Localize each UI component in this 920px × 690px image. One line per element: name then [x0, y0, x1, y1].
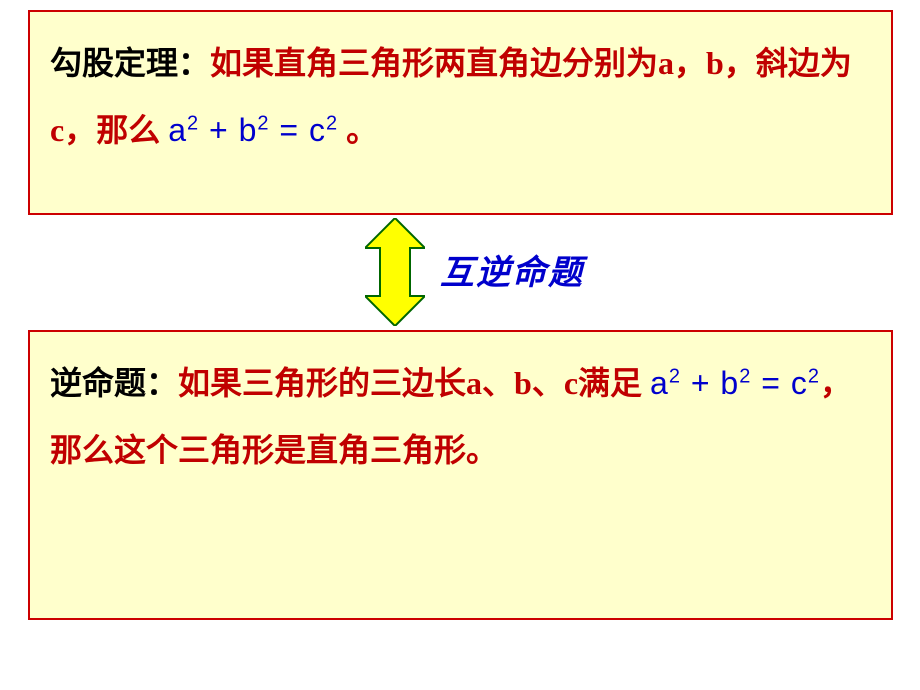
converse-label: 逆命题：	[50, 365, 178, 401]
arrow-shape	[365, 218, 425, 326]
var-b: b	[239, 112, 258, 148]
theorem-label: 勾股定理：	[50, 45, 210, 81]
op-plus: +	[681, 365, 720, 401]
var-a: a	[650, 365, 669, 401]
theorem-box-pythagoras: 勾股定理：如果直角三角形两直角边分别为a，b，斜边为c，那么 a2 + b2 =…	[28, 10, 893, 215]
period: 。	[338, 112, 378, 148]
formula-a2b2c2-top: a2 + b2 = c2	[168, 112, 338, 148]
op-eq: =	[751, 365, 790, 401]
theorem-box-converse: 逆命题：如果三角形的三边长a、b、c满足 a2 + b2 = c2，那么这个三角…	[28, 330, 893, 620]
op-plus: +	[199, 112, 238, 148]
formula-a2b2c2-bottom: a2 + b2 = c2	[650, 365, 820, 401]
var-c: c	[791, 365, 808, 401]
var-b: b	[720, 365, 739, 401]
var-c: c	[309, 112, 326, 148]
var-a: a	[168, 112, 187, 148]
converse-text-part1: 如果三角形的三边长a、b、c满足	[178, 365, 642, 401]
arrow-label-text: 互逆命题	[440, 245, 584, 294]
double-arrow-icon	[365, 218, 425, 326]
op-eq: =	[270, 112, 309, 148]
